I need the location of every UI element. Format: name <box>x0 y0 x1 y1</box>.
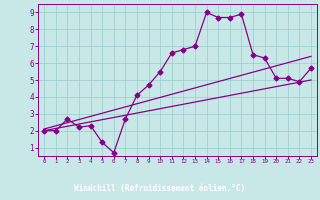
Text: Windchill (Refroidissement éolien,°C): Windchill (Refroidissement éolien,°C) <box>75 184 245 193</box>
